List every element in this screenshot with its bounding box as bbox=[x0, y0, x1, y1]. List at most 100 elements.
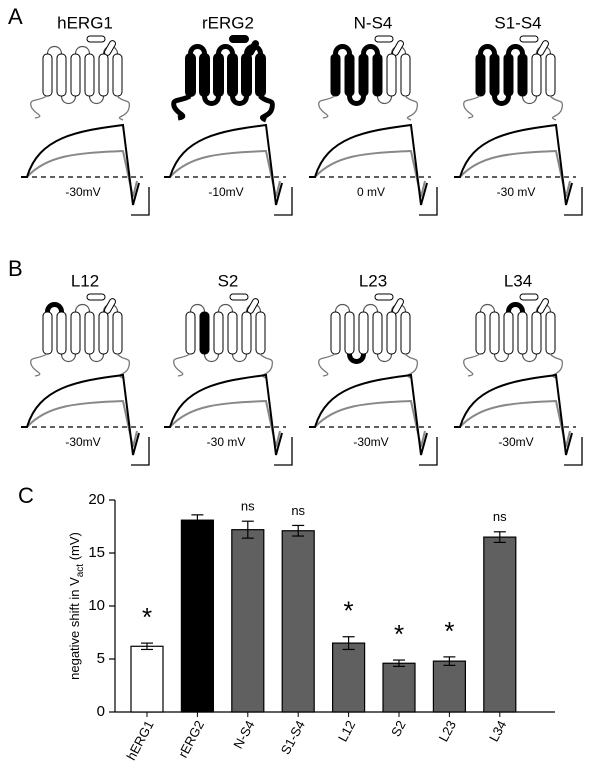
current-trace bbox=[309, 123, 438, 216]
channel-diagram bbox=[463, 35, 564, 121]
error-bar bbox=[493, 531, 506, 544]
loop bbox=[521, 95, 538, 105]
error-bar bbox=[443, 656, 456, 666]
scale-bar bbox=[419, 187, 438, 216]
segment bbox=[344, 311, 355, 355]
trace-grey bbox=[26, 149, 138, 198]
scale-bar bbox=[131, 437, 150, 466]
error-bar bbox=[141, 642, 153, 651]
segment bbox=[372, 311, 383, 355]
bar bbox=[483, 536, 517, 713]
segment bbox=[475, 311, 486, 355]
loop bbox=[361, 44, 380, 55]
trace-black bbox=[164, 123, 283, 206]
y-tick-label: 10 bbox=[88, 597, 105, 614]
trace-black bbox=[164, 373, 283, 456]
bar bbox=[180, 519, 214, 713]
current-trace bbox=[164, 123, 293, 216]
y-label-end: (mV) bbox=[67, 532, 82, 564]
construct-name: L34 bbox=[504, 271, 532, 290]
loop bbox=[347, 353, 366, 364]
x-tick-label: hERG1 bbox=[123, 718, 156, 763]
c-terminus bbox=[404, 95, 419, 121]
loop bbox=[506, 44, 525, 55]
segment bbox=[42, 311, 53, 355]
loop bbox=[362, 303, 379, 313]
segment bbox=[112, 53, 123, 97]
segment bbox=[112, 311, 123, 355]
n-terminus bbox=[318, 95, 336, 119]
segment bbox=[475, 53, 486, 97]
scale-bar bbox=[274, 187, 293, 216]
x-tick-label: L34 bbox=[486, 718, 509, 744]
segment bbox=[199, 53, 210, 97]
trace-grey bbox=[314, 399, 426, 448]
segment bbox=[531, 53, 542, 97]
n-terminus bbox=[463, 95, 481, 119]
segment bbox=[70, 311, 81, 355]
voltage-label: 0 mV bbox=[357, 185, 385, 199]
segment bbox=[98, 53, 109, 97]
y-label-main: negative shift in V bbox=[67, 577, 82, 680]
loop bbox=[88, 353, 105, 363]
channel-diagram bbox=[30, 293, 131, 379]
trace-grey bbox=[169, 399, 281, 448]
x-tick-label: N-S4 bbox=[230, 718, 257, 751]
trace-grey bbox=[26, 399, 138, 448]
x-tick-label: L12 bbox=[335, 718, 358, 744]
trace-black bbox=[21, 373, 140, 456]
segment bbox=[70, 53, 81, 97]
channel-diagram bbox=[173, 293, 274, 379]
x-tick-label: S1-S4 bbox=[278, 718, 308, 757]
construct-name: N-S4 bbox=[354, 13, 393, 32]
pore-helix bbox=[519, 35, 539, 43]
n-terminus bbox=[30, 353, 48, 377]
segment bbox=[489, 53, 500, 97]
construct-name: rERG2 bbox=[202, 13, 254, 32]
channel-diagram bbox=[318, 35, 419, 121]
significance-label: * bbox=[344, 596, 354, 626]
channel-diagram bbox=[30, 35, 131, 121]
segment bbox=[227, 53, 238, 97]
pore-helix bbox=[229, 293, 249, 301]
segment bbox=[213, 53, 224, 97]
segment bbox=[330, 53, 341, 97]
construct-name: S1-S4 bbox=[494, 13, 541, 32]
segment bbox=[213, 311, 224, 355]
current-trace bbox=[164, 373, 293, 466]
segment bbox=[330, 311, 341, 355]
trace-black bbox=[454, 123, 573, 206]
scale-bar bbox=[564, 437, 583, 466]
construct-name: S2 bbox=[218, 271, 239, 290]
voltage-label: -30 mV bbox=[497, 185, 536, 199]
pore-helix bbox=[229, 35, 249, 43]
x-tick-label: S2 bbox=[388, 718, 409, 739]
segment bbox=[358, 311, 369, 355]
y-label-sub: act bbox=[75, 564, 86, 578]
loop bbox=[188, 44, 207, 55]
current-trace bbox=[21, 373, 150, 466]
loop bbox=[492, 95, 511, 106]
segment bbox=[98, 311, 109, 355]
loop bbox=[60, 353, 77, 363]
scale-bar bbox=[419, 437, 438, 466]
current-trace bbox=[309, 373, 438, 466]
c-terminus bbox=[116, 95, 131, 121]
significance-label: ns bbox=[241, 499, 255, 514]
n-terminus bbox=[171, 93, 192, 121]
loop bbox=[334, 303, 351, 313]
current-trace bbox=[454, 123, 583, 216]
trace-grey bbox=[459, 399, 571, 448]
loop bbox=[506, 302, 525, 313]
loop bbox=[479, 303, 496, 313]
segment bbox=[42, 53, 53, 97]
loop bbox=[231, 353, 248, 363]
current-trace bbox=[21, 123, 150, 216]
segment bbox=[56, 53, 67, 97]
loop bbox=[493, 353, 510, 363]
segment bbox=[84, 53, 95, 97]
segment bbox=[255, 53, 266, 97]
trace-black bbox=[21, 123, 140, 206]
construct-name: L23 bbox=[359, 271, 387, 290]
segment bbox=[241, 53, 252, 97]
